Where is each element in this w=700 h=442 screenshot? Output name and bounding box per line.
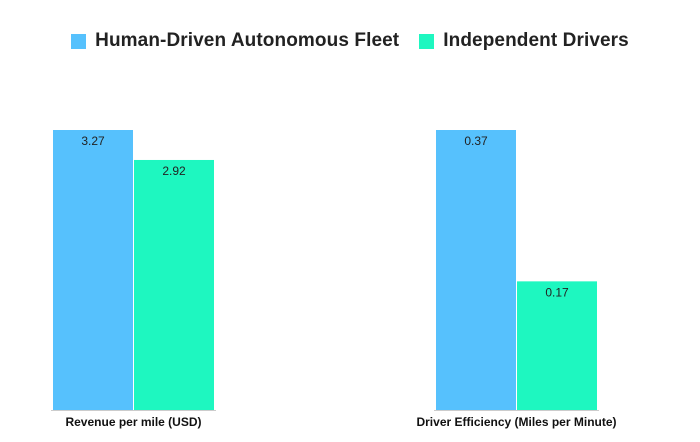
axis-label-revenue-per-mile: Revenue per mile (USD) [65,415,201,429]
legend-swatch-independent [419,33,435,49]
data-label-chart2-series2: 0.17 [545,285,569,299]
bar-chart1-series2[interactable] [134,159,214,410]
bar-chart2-series2[interactable] [517,281,597,410]
legend-swatch-human-driven [71,33,87,49]
legend: Human-Driven Autonomous Fleet Independen… [0,30,700,52]
legend-item-independent-drivers[interactable]: Independent Drivers [419,30,629,52]
bar-chart1-series1[interactable] [53,130,133,410]
data-label-chart1-series2: 2.92 [162,164,186,178]
legend-item-human-driven-autonomous-fleet[interactable]: Human-Driven Autonomous Fleet [71,30,399,52]
bar-chart2-series1[interactable] [436,130,516,410]
axis-label-driver-efficiency: Driver Efficiency (Miles per Minute) [416,415,616,429]
data-label-chart1-series1: 3.27 [81,134,105,148]
legend-label-human-driven: Human-Driven Autonomous Fleet [95,30,400,51]
data-label-chart2-series1: 0.37 [464,134,488,148]
legend-label-independent: Independent Drivers [443,30,629,51]
